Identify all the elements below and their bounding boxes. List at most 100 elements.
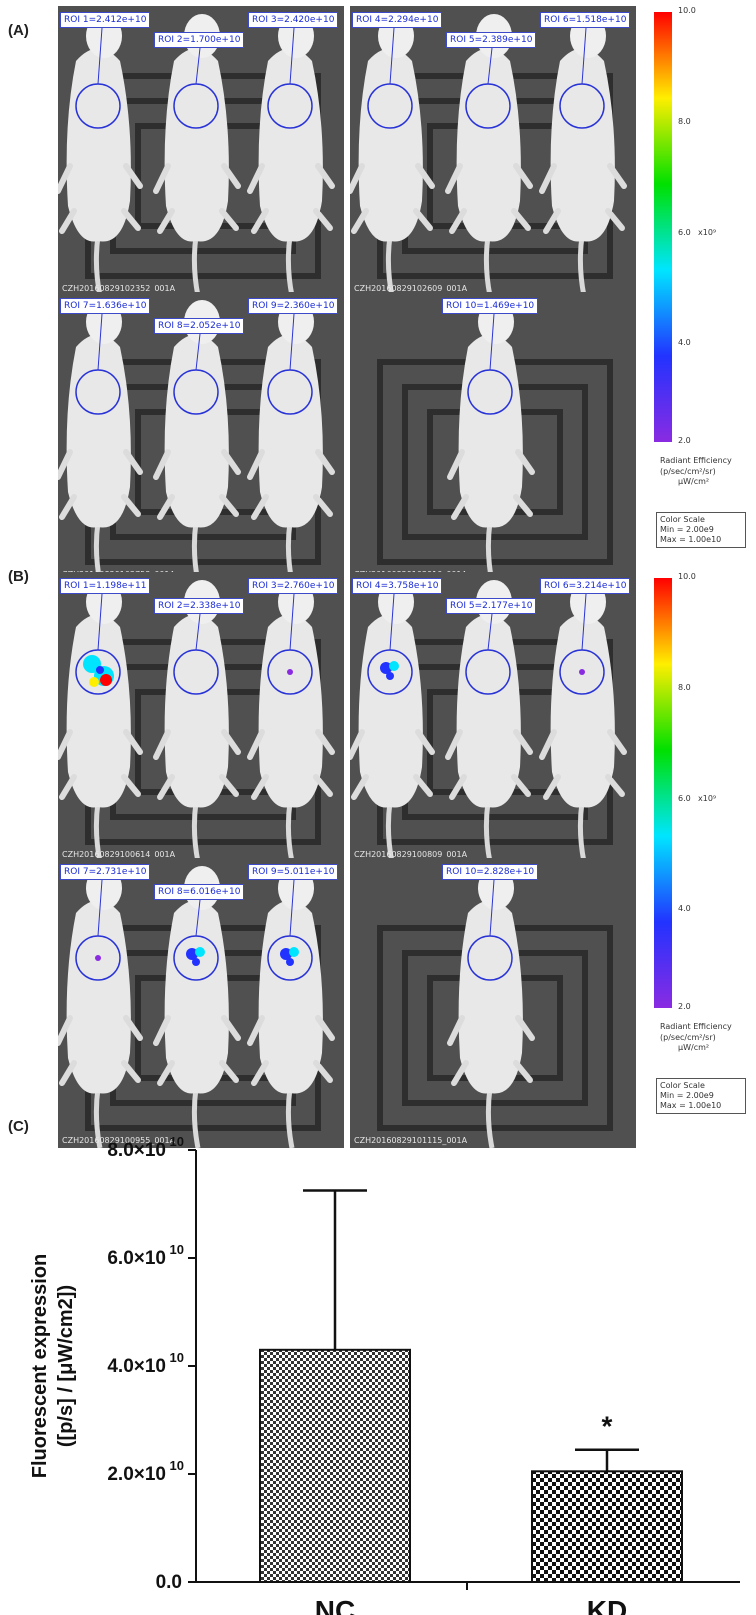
colorbar-unit: x10⁹ [698,794,717,803]
mouse-leg [153,163,171,194]
roi-label: ROI 1=2.412e+10 [60,12,151,28]
mouse-leg [315,729,335,755]
color-scale-title: Color Scale [660,1081,705,1090]
mouse-body [456,48,521,242]
mouse-leg [351,208,369,234]
y-tick-label: 2.0×10 [107,1464,166,1485]
mouse-leg [219,208,239,231]
mouse-body [258,334,323,528]
roi-leader-line [195,613,201,651]
y-tick-label: 0.0 [156,1572,182,1593]
mouse-leg [153,449,171,480]
mouse-leg [315,449,335,475]
mouse [153,300,241,582]
mouse-tail [285,801,295,862]
roi-leader-line [489,879,495,937]
fluorescence-spot [192,958,200,966]
mouse-leg [157,494,175,520]
mouse-leg [447,449,465,480]
mouse-leg [449,208,467,234]
roi-label: ROI 4=3.758e+10 [352,578,443,594]
roi-label: ROI 9=5.011e+10 [248,864,339,880]
mouse-body [258,48,323,242]
imaging-panel: ROI 10=2.828e+10 CZH20160829101115_001A [350,858,636,1148]
roi-leader-line [195,333,201,371]
mouse-leg [607,163,627,189]
image-filename: CZH20160829102352_001A [62,284,176,293]
y-tick-exponent: 10 [170,1242,184,1257]
mouse-tail [577,235,587,296]
mouse-leg [415,163,435,189]
imaging-panel: ROI 7=2.731e+10 ROI 8=6.016e+10 ROI 9=5.01… [58,858,344,1148]
y-tick-exponent: 10 [170,1134,184,1149]
roi-leader-line [195,899,201,937]
colorbar-title: Radiant Efficiency [660,1022,732,1031]
roi-leader-line [487,613,493,651]
mouse-leg [121,1060,141,1083]
mouse-leg [513,494,533,517]
mouse-leg [123,729,143,755]
roi-leader-line [97,879,103,937]
mouse-body [456,614,521,808]
panel-image [58,300,335,582]
mouse-leg [59,774,77,800]
mouse-leg [543,208,561,234]
mouse-leg [247,729,265,760]
mouse-leg [251,774,269,800]
roi-label: ROI 6=1.518e+10 [540,12,631,28]
roi-label: ROI 8=2.052e+10 [154,318,245,334]
mouse-leg [123,449,143,475]
mouse-body [164,334,229,528]
fluorescence-spot [89,677,99,687]
mouse-leg [413,774,433,797]
mouse-body [66,48,131,242]
mouse-body [358,614,423,808]
roi-label: ROI 8=6.016e+10 [154,884,245,900]
mouse-leg [515,449,535,475]
mouse [58,14,143,296]
color-scale-min: Min = 2.00e9 [660,525,714,534]
mouse [539,14,627,296]
panel-image [377,300,613,582]
fluorescence-spot [286,958,294,966]
mouse-leg [350,729,365,760]
colorbar-units-line2: μW/cm² [678,477,710,486]
mouse-leg [511,774,531,797]
fluorescence-spot [186,948,198,960]
panel-label-b: (B) [8,568,29,585]
mouse-leg [58,729,73,760]
y-tick-exponent: 10 [170,1458,184,1473]
mouse [445,580,533,862]
color-scale-box: Color Scale Min = 2.00e9 Max = 1.00e10 [656,512,746,548]
mouse-leg [153,1015,171,1046]
fluorescence-spot [389,661,399,671]
panel-image [58,580,335,862]
mouse-tail [191,801,201,862]
roi-label: ROI 2=2.338e+10 [154,598,245,614]
chart-plot-area: 0.0 2.0×10 10 4.0×10 10 6.0×10 10 8.0×10 10 Fluor… [29,1134,740,1615]
mouse-leg [59,208,77,234]
mouse-leg [350,163,365,194]
mouse-leg [121,774,141,797]
colorbar-gradient [654,578,672,1008]
mouse [58,580,143,862]
mouse-body [550,614,615,808]
y-tick-label: 6.0×10 [107,1248,166,1269]
panel-label-c: (C) [8,1118,29,1135]
mouse-leg [59,494,77,520]
mouse-leg [449,774,467,800]
mouse-body [66,334,131,528]
color-scale-min: Min = 2.00e9 [660,1091,714,1100]
y-tick-label: 8.0×10 [107,1140,166,1161]
mouse-body [258,900,323,1094]
mouse-leg [221,163,241,189]
mouse-leg [413,208,433,231]
mouse-leg [58,1015,73,1046]
mouse-leg [445,163,463,194]
color-scale-max: Max = 1.00e10 [660,535,722,544]
fluorescence-spot [289,947,299,957]
mouse-leg [607,729,627,755]
mouse-leg [351,774,369,800]
mouse-leg [219,774,239,797]
bar-chart: 0.0 2.0×10 10 4.0×10 10 6.0×10 10 8.0×10 10 Fluor… [29,1134,740,1615]
